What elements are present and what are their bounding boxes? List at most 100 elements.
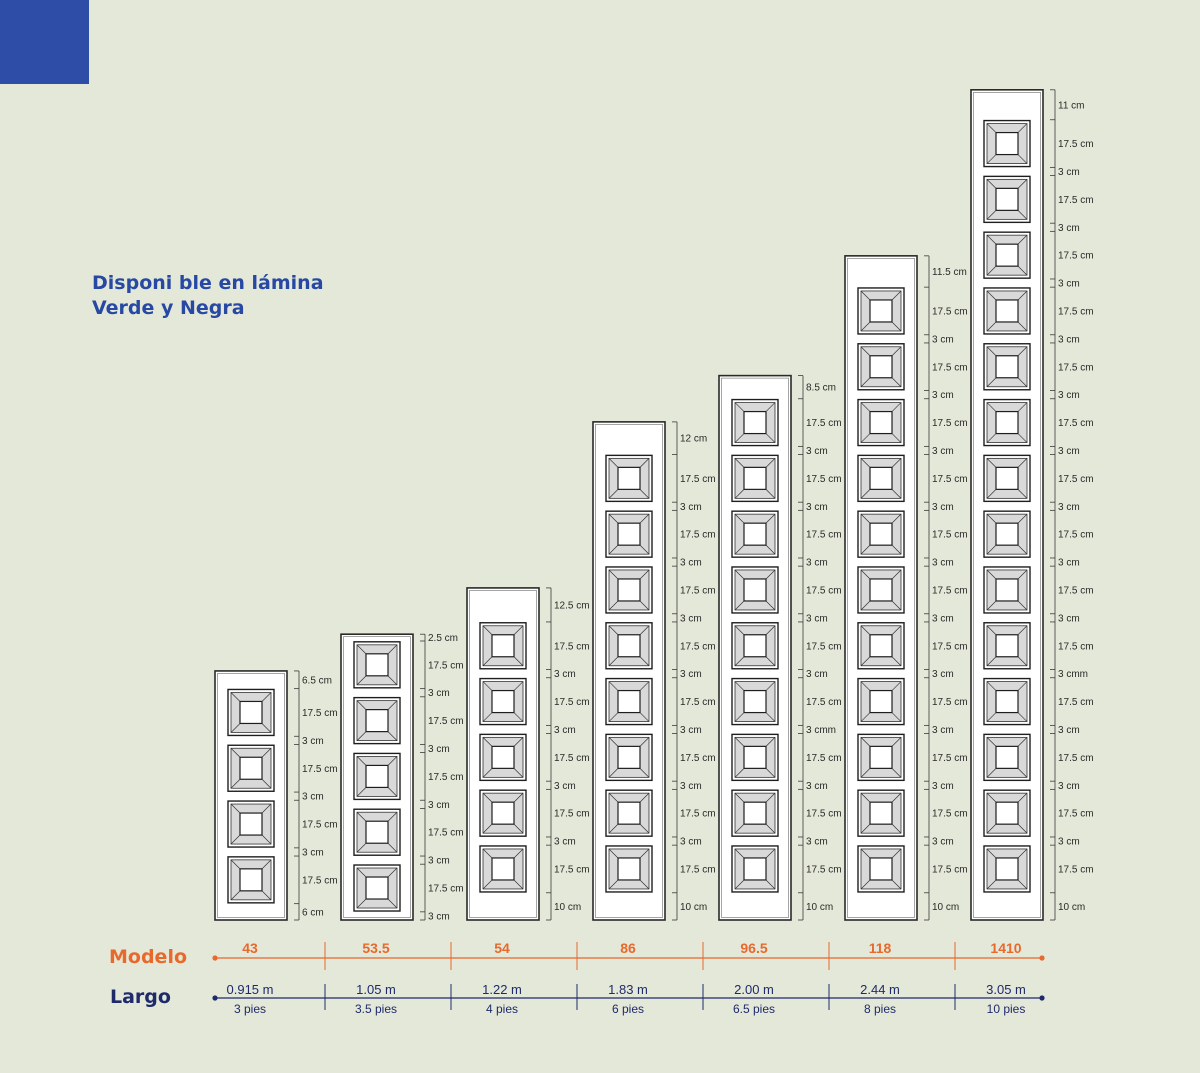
door-43: 6.5 cm 17.5 cm 3 cm 17.5 cm 3 cm 17.5 cm 3 cm 1… <box>214 670 338 921</box>
door-118: 11.5 cm 17.5 cm 3 cm 17.5 cm 3 cm 17.5 cm 3 cm… <box>844 255 968 921</box>
door-panel <box>983 566 1031 614</box>
dimension-label: 3 cm <box>680 781 702 792</box>
panel-bevel-line <box>891 513 902 524</box>
panel-raised-center <box>491 857 515 881</box>
door-panel <box>479 622 527 670</box>
dimension-label: 17.5 cm <box>806 641 842 652</box>
dimension-label: 17.5 cm <box>302 875 338 886</box>
panel-bevel-line <box>639 848 650 859</box>
dimension-label: 3 cm <box>428 688 450 699</box>
panel-bevel-line <box>891 433 902 443</box>
length-meters: 1.05 m <box>356 982 396 997</box>
door-panel <box>731 622 779 670</box>
dimension-label: 3 cm <box>806 558 828 569</box>
panel-raised-center <box>743 578 767 602</box>
panel-bevel-line <box>891 377 902 388</box>
panel-bevel-line <box>986 234 997 245</box>
dimension-label: 17.5 cm <box>680 753 716 764</box>
panel-bevel-line <box>639 792 650 803</box>
panel-bevel-line <box>765 569 776 580</box>
panel-bevel-line <box>1017 210 1028 220</box>
panel-bevel-line <box>261 748 272 758</box>
dimension-label: 3 cm <box>932 781 954 792</box>
panel-bevel-line <box>986 879 997 890</box>
panel-raised-center <box>995 187 1019 211</box>
panel-raised-center <box>365 876 389 900</box>
panel-bevel-line <box>891 879 902 890</box>
panel-bevel-line <box>639 489 650 499</box>
dimension-label: 3 cm <box>302 792 324 803</box>
panel-bevel-line <box>986 544 997 555</box>
panel-bevel-line <box>639 625 650 636</box>
dimension-label: 17.5 cm <box>680 474 716 485</box>
panel-bevel-line <box>765 823 776 834</box>
dimension-label: 17.5 cm <box>932 585 968 596</box>
panel-bevel-line <box>891 321 902 332</box>
panel-bevel-line <box>482 712 493 722</box>
panel-raised-center <box>869 857 893 881</box>
panel-bevel-line <box>482 737 493 747</box>
panel-bevel-line <box>891 681 902 691</box>
dimension-label: 17.5 cm <box>1058 139 1094 150</box>
panel-bevel-line <box>986 321 997 332</box>
panel-raised-center <box>869 578 893 602</box>
panel-raised-center <box>995 355 1019 379</box>
dimension-ruler: 2.5 cm 17.5 cm 3 cm 17.5 cm 3 cm 17.5 cm 3 cm 1… <box>420 633 464 922</box>
panel-bevel-line <box>860 321 871 332</box>
panel-raised-center <box>491 689 515 714</box>
door-panel <box>731 677 779 726</box>
dimension-label: 6 cm <box>302 907 324 918</box>
panel-bevel-line <box>734 402 745 412</box>
panel-bevel-line <box>765 625 776 636</box>
panel-bevel-line <box>860 402 871 412</box>
door-panel <box>983 398 1031 447</box>
panel-bevel-line <box>1017 600 1028 611</box>
dimension-label: 17.5 cm <box>428 828 464 839</box>
panel-bevel-line <box>230 890 241 901</box>
dimension-label: 17.5 cm <box>554 753 590 764</box>
dimension-label: 6.5 cm <box>302 675 332 686</box>
dimension-label: 3 cm <box>1058 725 1080 736</box>
panel-bevel-line <box>1017 433 1028 443</box>
panel-raised-center <box>617 522 641 546</box>
door-86: 12 cm 17.5 cm 3 cm 17.5 cm 3 cm 17.5 cm 3 cm 17… <box>592 421 716 921</box>
panel-bevel-line <box>765 458 776 468</box>
panel-bevel-line <box>860 625 871 636</box>
panel-bevel-line <box>986 265 997 276</box>
corner-accent-block <box>0 0 89 84</box>
dimension-label: 17.5 cm <box>1058 697 1094 708</box>
panel-raised-center <box>995 466 1019 490</box>
door-panel <box>353 752 401 801</box>
door-panel <box>605 733 653 782</box>
panel-bevel-line <box>513 625 524 636</box>
door-panel <box>605 622 653 670</box>
door-panel <box>731 789 779 837</box>
door-panel <box>227 744 275 792</box>
panel-bevel-line <box>986 123 997 133</box>
panel-bevel-line <box>734 513 745 524</box>
panel-bevel-line <box>765 513 776 524</box>
door-panel <box>479 677 527 726</box>
panel-bevel-line <box>734 792 745 803</box>
panel-bevel-line <box>608 600 619 611</box>
door-54: 12.5 cm 17.5 cm 3 cm 17.5 cm 3 cm 17.5 cm 3 cm… <box>466 587 590 921</box>
door-panel <box>731 454 779 503</box>
dimension-label: 17.5 cm <box>806 753 842 764</box>
scale-layer: Modelo Largo 43 0.915 m 3 pies 53.5 1.05 m 3.… <box>109 940 1045 1016</box>
panel-raised-center <box>743 689 767 714</box>
panel-bevel-line <box>482 823 493 834</box>
dimension-label: 17.5 cm <box>302 820 338 831</box>
dimension-label: 3 cm <box>932 613 954 624</box>
dimension-label: 17.5 cm <box>680 641 716 652</box>
panel-bevel-line <box>639 513 650 524</box>
dimension-label: 17.5 cm <box>932 753 968 764</box>
model-value: 43 <box>242 940 258 956</box>
dimension-label: 3 cm <box>428 800 450 811</box>
panel-bevel-line <box>986 600 997 611</box>
dimension-label: 3 cm <box>554 781 576 792</box>
dimension-label: 17.5 cm <box>1058 641 1094 652</box>
panel-raised-center <box>239 700 263 725</box>
panel-bevel-line <box>513 656 524 667</box>
dimension-label: 17.5 cm <box>806 697 842 708</box>
dimension-label: 17.5 cm <box>1058 585 1094 596</box>
